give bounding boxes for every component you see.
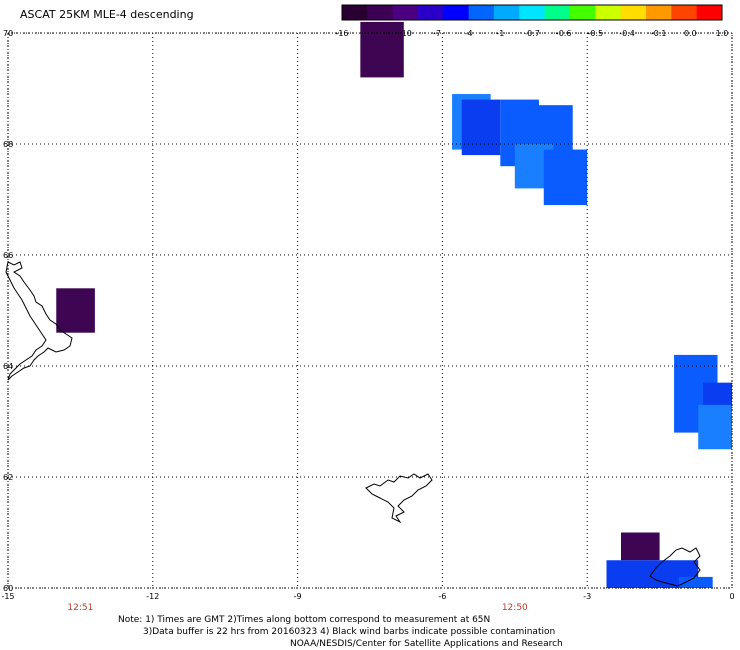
longitude-tick-label: -12 [146,592,159,601]
coastline-shetland [649,547,701,587]
pass-time-label: 12:50 [502,603,528,613]
latitude-labels: 60 62 64 66 68 70 [3,29,13,593]
longitude-tick-label: 0 [729,592,734,601]
longitude-tick-label: -15 [1,592,14,601]
data-cell [360,21,404,78]
colorbar-swatch [443,5,470,20]
longitude-labels: -15 -12 -9 -6 -3 0 [1,592,734,601]
data-cell [620,532,660,561]
colorbar-swatch [570,5,596,20]
data-cell [56,288,95,333]
colorbar-swatch [418,5,444,20]
colorbar-swatch [392,5,419,20]
latitude-tick-label: 66 [3,251,13,260]
colorbar-label: 0.0 [684,29,697,38]
data-cell [543,149,588,206]
colorbar-swatch [646,5,672,20]
map-gridlines [7,32,733,589]
map-frame [7,32,733,589]
latitude-tick-label: 70 [3,29,13,38]
colorbar-frame [341,4,723,21]
longitude-tick-label: -9 [294,592,302,601]
colorbar [341,4,723,21]
colorbar-label: -0.1 [651,29,667,38]
colorbar-swatch [367,5,394,20]
colorbar-swatch [544,5,571,20]
data-cell [698,404,732,450]
pass-time-label: 12:51 [67,603,93,613]
colorbar-label: -10 [399,29,412,38]
latitude-tick-label: 64 [3,362,13,371]
longitude-tick-label: -6 [438,592,446,601]
colorbar-swatch [696,5,723,20]
colorbar-swatch [519,5,546,20]
coastline-faroe-islands [365,473,433,524]
colorbar-swatch [620,5,647,20]
note-line-2: 3)Data buffer is 22 hrs from 20160323 4)… [143,627,556,637]
data-cell [678,576,713,588]
data-cells [56,21,732,588]
latitude-tick-label: 62 [3,473,13,482]
latitude-tick-label: 60 [3,584,13,593]
colorbar-swatch [342,5,368,20]
colorbar-swatch [595,5,622,20]
time-labels: 12:51 12:50 [67,603,528,613]
longitude-tick-label: -3 [583,592,591,601]
colorbar-swatch [468,5,495,20]
colorbar-label: -0.5 [588,29,604,38]
colorbar-swatch [671,5,698,20]
data-cell [461,99,501,156]
map-title: ASCAT 25KM MLE-4 descending [20,8,194,21]
coastline-iceland [5,261,73,381]
note-line-1: Note: 1) Times are GMT 2)Times along bot… [118,615,491,625]
latitude-tick-label: 68 [3,140,13,149]
colorbar-swatch [494,5,520,20]
note-line-3: NOAA/NESDIS/Center for Satellite Applica… [290,639,563,649]
coastlines [5,261,701,587]
